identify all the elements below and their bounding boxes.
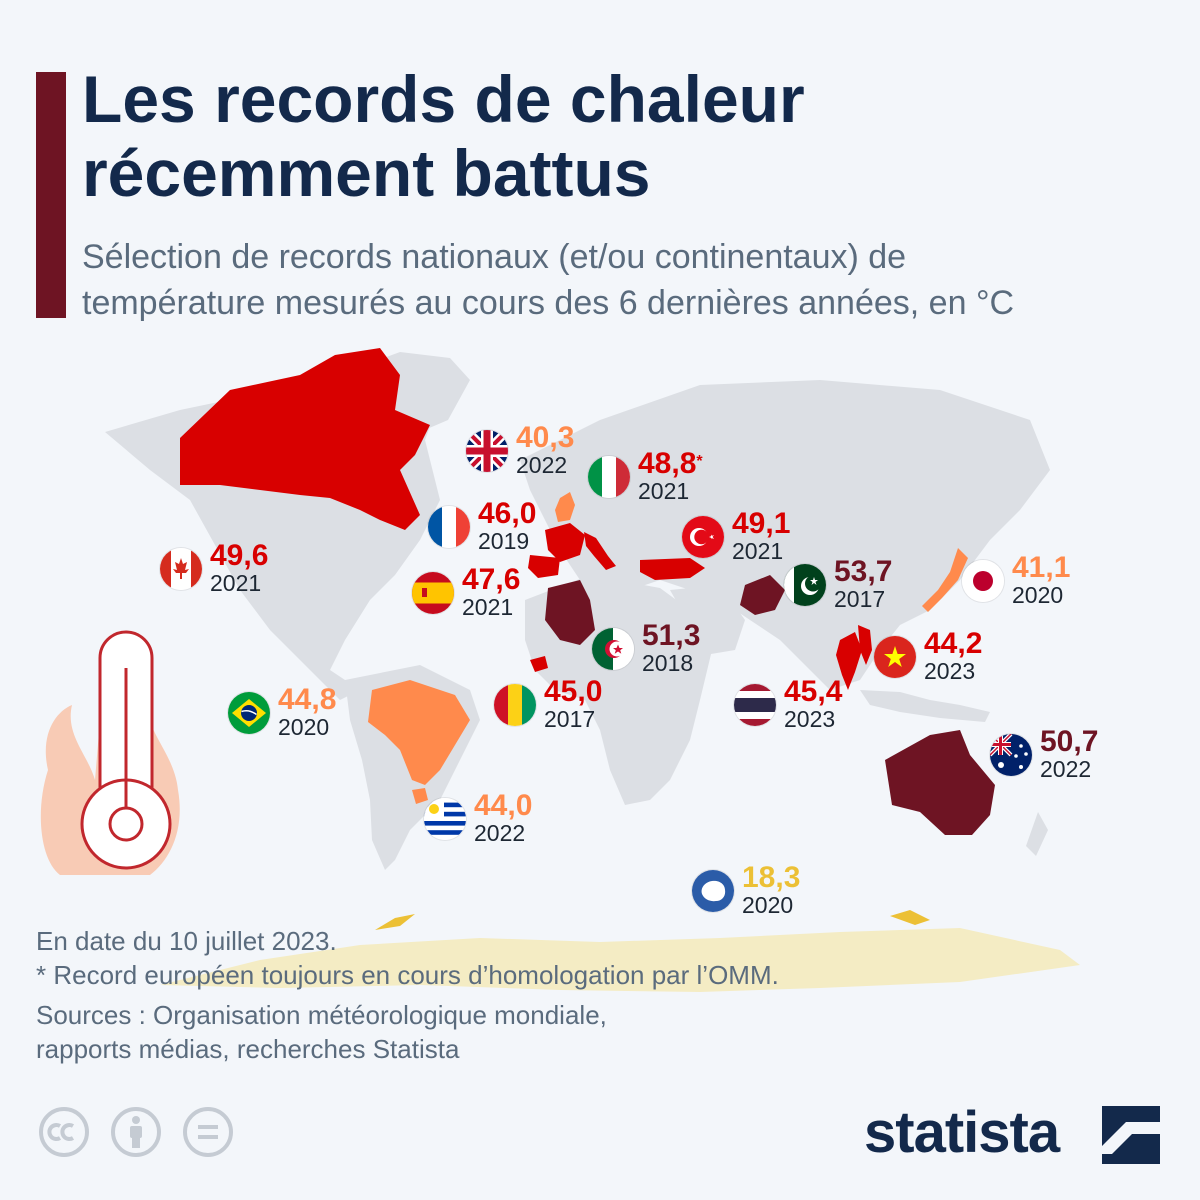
title-line-2: récemment battus xyxy=(82,136,651,210)
region-spain xyxy=(528,555,560,578)
record-year: 2022 xyxy=(516,452,568,478)
no-derivatives-icon[interactable] xyxy=(182,1106,234,1158)
flag-thailand-icon xyxy=(734,684,776,726)
record-year: 2019 xyxy=(478,528,530,554)
record-value: 49,1 xyxy=(732,507,791,540)
region-algeria xyxy=(545,580,595,645)
region-australia xyxy=(885,730,995,835)
region-vietnam xyxy=(858,625,872,665)
region-pakistan xyxy=(740,575,785,615)
record-year: 2018 xyxy=(642,650,694,676)
footnote: * Record européen toujours en cours d’ho… xyxy=(36,960,779,990)
page-subtitle: Sélection de records nationaux (et/ou co… xyxy=(82,234,1182,326)
record-value: 53,7 xyxy=(834,555,893,588)
record-year: 2022 xyxy=(474,820,526,846)
accent-bar xyxy=(36,72,66,318)
record-year: 2020 xyxy=(742,892,794,918)
record-value: 48,8* xyxy=(638,448,703,480)
flag-brazil-icon xyxy=(228,692,270,734)
record-year: 2021 xyxy=(732,538,784,564)
region-thailand xyxy=(836,632,862,690)
flag-uruguay-icon xyxy=(424,798,466,840)
region-japan xyxy=(922,548,968,612)
record-value: 49,6 xyxy=(210,539,269,572)
record-year: 2023 xyxy=(784,706,836,732)
region-uruguay xyxy=(412,788,428,804)
record-value: 50,7 xyxy=(1040,725,1099,758)
flag-pakistan-icon xyxy=(784,564,826,606)
land-new-zealand xyxy=(1026,812,1048,856)
record-value: 51,3 xyxy=(642,619,701,652)
region-canada xyxy=(180,348,430,530)
antarctic-coast xyxy=(375,910,930,930)
land-eurasia xyxy=(520,380,1050,690)
record-year: 2020 xyxy=(278,714,330,740)
region-turkey xyxy=(640,558,705,580)
region-italy xyxy=(584,532,616,570)
record-value-number: 48,8 xyxy=(638,447,697,480)
record-year: 2020 xyxy=(1012,582,1064,608)
flag-spain-icon xyxy=(412,572,454,614)
flag-japan-icon xyxy=(962,560,1004,602)
record-year: 2017 xyxy=(544,706,596,732)
date-note: En date du 10 juillet 2023. xyxy=(36,926,337,956)
region-brazil xyxy=(368,680,470,785)
region-guinea xyxy=(530,656,548,672)
record-year: 2021 xyxy=(638,478,690,504)
brand-name: statista xyxy=(864,1100,1060,1165)
record-year: 2022 xyxy=(1040,756,1092,782)
record-value: 40,3 xyxy=(516,421,575,454)
land-indonesia xyxy=(860,690,990,722)
page-title: Les records de chaleur récemment battus xyxy=(82,62,1162,210)
flag-turkey-icon xyxy=(682,516,724,558)
record-value: 18,3 xyxy=(742,861,801,894)
flag-canada-icon xyxy=(160,548,202,590)
flag-italy-icon xyxy=(588,456,630,498)
statista-logo-icon xyxy=(1102,1106,1160,1164)
flag-uk-icon xyxy=(466,430,508,472)
title-line-1: Les records de chaleur xyxy=(82,62,805,136)
subtitle-line-2: température mesurés au cours des 6 derni… xyxy=(82,284,1015,322)
notes: En date du 10 juillet 2023. * Record eur… xyxy=(36,924,1036,1066)
record-value: 44,0 xyxy=(474,789,533,822)
record-value: 44,2 xyxy=(924,627,983,660)
flag-guinea-icon xyxy=(494,684,536,726)
flag-australia-icon xyxy=(990,734,1032,776)
region-uk xyxy=(555,492,575,522)
flag-france-icon xyxy=(428,506,470,548)
record-year: 2023 xyxy=(924,658,976,684)
footnote-marker: * xyxy=(696,453,703,470)
sources-line-2: rapports médias, recherches Statista xyxy=(36,1034,460,1064)
thermometer-icon xyxy=(40,630,180,875)
record-year: 2017 xyxy=(834,586,886,612)
record-value: 44,8 xyxy=(278,683,337,716)
statista-brand[interactable]: statista xyxy=(864,1100,1164,1170)
flag-algeria-icon xyxy=(592,628,634,670)
record-year: 2021 xyxy=(210,570,262,596)
record-value: 47,6 xyxy=(462,563,521,596)
region-antarctica xyxy=(160,928,1080,992)
sources-line-1: Sources : Organisation météorologique mo… xyxy=(36,1000,607,1030)
record-year: 2021 xyxy=(462,594,514,620)
record-value: 41,1 xyxy=(1012,551,1071,584)
cc-icon[interactable] xyxy=(38,1106,90,1158)
flag-vietnam-icon xyxy=(874,636,916,678)
attribution-icon[interactable] xyxy=(110,1106,162,1158)
highlighted-countries xyxy=(180,348,995,835)
subtitle-line-1: Sélection de records nationaux (et/ou co… xyxy=(82,238,907,276)
record-value: 46,0 xyxy=(478,497,537,530)
record-value: 45,4 xyxy=(784,675,843,708)
region-france xyxy=(545,523,585,562)
record-value: 45,0 xyxy=(544,675,603,708)
land-arabia xyxy=(670,585,745,655)
flag-antarctica-icon xyxy=(692,870,734,912)
